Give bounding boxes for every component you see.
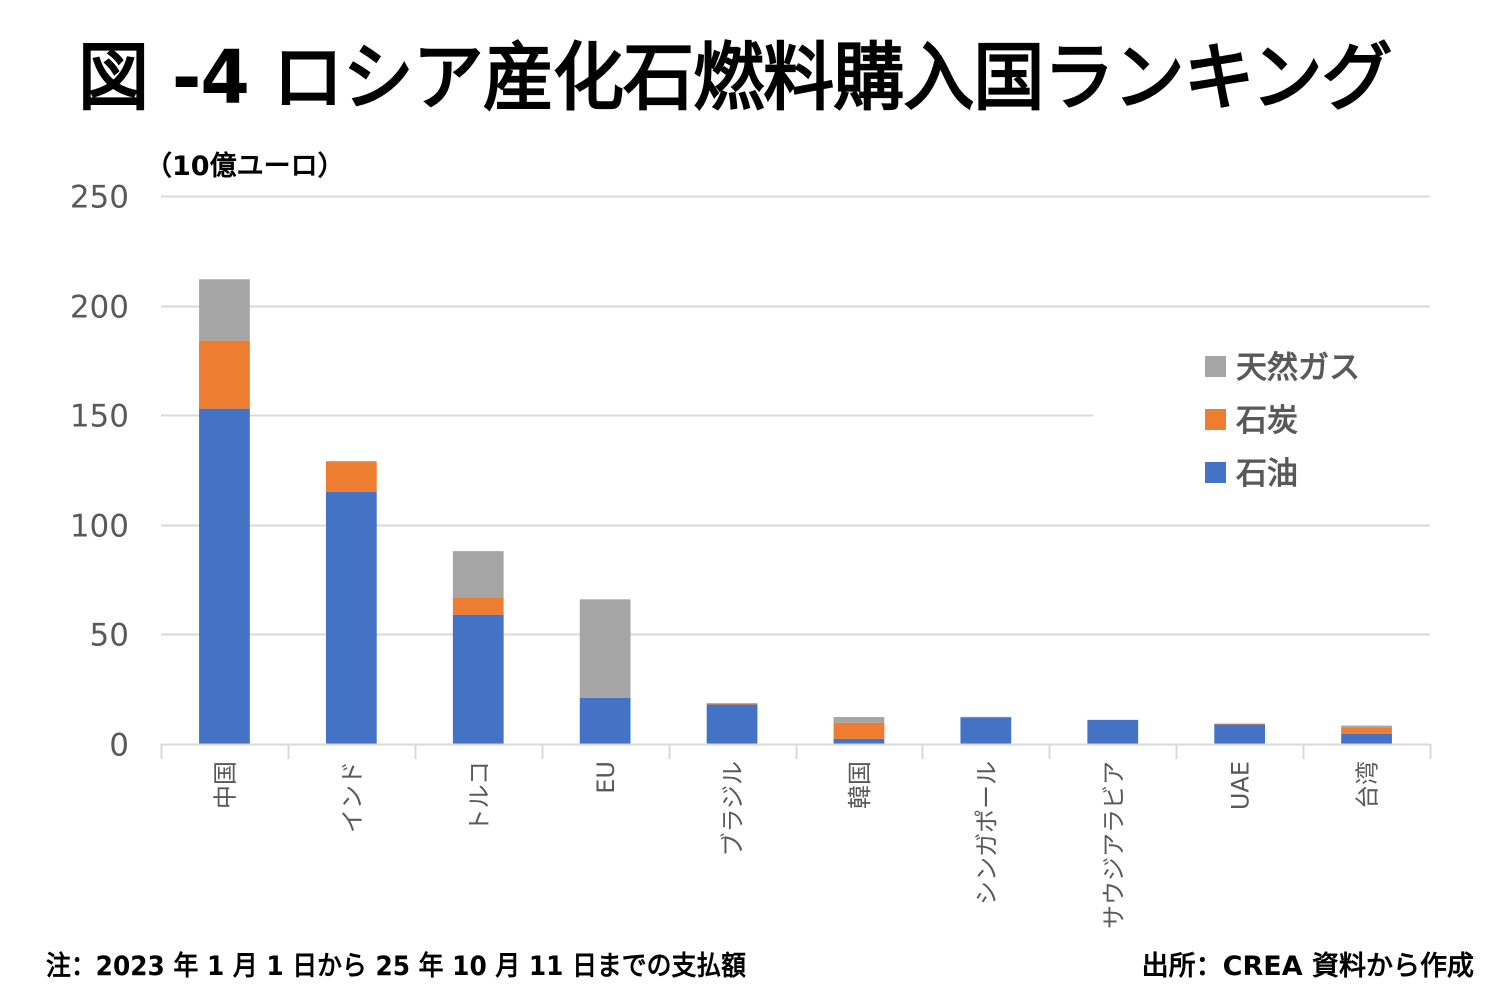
legend-swatch (1205, 462, 1226, 483)
chart-title: 図 -4 ロシア産化石燃料購入国ランキング (78, 35, 1393, 121)
bar-segment-天然ガス (452, 551, 504, 598)
legend-item: 石炭 (1205, 403, 1298, 439)
bar-group-1 (325, 461, 377, 744)
footnote: 注：2023 年 1 月 1 日から 25 年 10 月 11 日までの支払額 (46, 951, 746, 982)
bar-segment-石油 (1214, 724, 1266, 744)
source-note: 出所：CREA 資料から作成 (1141, 951, 1474, 982)
y-tick-label: 150 (70, 399, 129, 435)
bar-segment-石油 (1087, 719, 1139, 744)
x-tick-label: UAE (1227, 761, 1255, 810)
bar-group-8 (1214, 723, 1266, 744)
bar-segment-石炭 (833, 722, 885, 739)
bars (199, 279, 1392, 744)
bar-segment-石炭 (1214, 723, 1266, 725)
bar-segment-石油 (833, 738, 885, 744)
bar-group-3 (579, 599, 631, 744)
bar-segment-天然ガス (579, 599, 631, 698)
y-tick-label: 0 (109, 728, 129, 764)
bar-segment-天然ガス (960, 716, 1012, 718)
x-tick-label: インド (338, 761, 366, 833)
x-tick-label: EU (592, 761, 620, 794)
bar-segment-石油 (579, 697, 631, 744)
bar-segment-石炭 (325, 461, 377, 492)
bar-segment-石炭 (706, 703, 758, 705)
bar-segment-石炭 (199, 340, 250, 409)
bar-segment-天然ガス (199, 279, 250, 341)
legend-swatch (1205, 409, 1226, 430)
bar-segment-石炭 (1341, 727, 1392, 734)
legend-item: 石油 (1205, 456, 1298, 492)
bar-group-4 (706, 703, 758, 744)
y-tick-label: 200 (70, 290, 129, 326)
bar-group-6 (960, 716, 1012, 744)
x-tick-label: 中国 (211, 761, 239, 809)
x-tick-label: トルコ (465, 761, 493, 833)
bar-segment-石油 (199, 408, 250, 744)
legend-label: 石炭 (1235, 403, 1298, 439)
x-tick-label: ブラジル (719, 761, 747, 857)
bar-segment-石炭 (452, 597, 504, 615)
x-axis-ticks: 中国 インド トルコ EU ブラジル 韓国 シンガポール サウジアラビア UAE 台湾 (211, 761, 1381, 929)
legend-item: 天然ガス (1205, 350, 1360, 386)
bar-group-2 (452, 551, 504, 744)
x-tick-label: シンガポール (973, 761, 1001, 905)
bar-group-5 (833, 717, 885, 744)
x-tick-label: 韓国 (846, 761, 874, 809)
bar-segment-天然ガス (833, 717, 885, 723)
bar-segment-天然ガス (1341, 725, 1392, 728)
legend-label: 石油 (1235, 456, 1298, 492)
x-axis (160, 743, 1432, 759)
y-tick-label: 250 (70, 180, 129, 216)
bar-group-7 (1087, 719, 1139, 744)
bar-segment-石油 (1341, 733, 1392, 744)
legend-swatch (1205, 356, 1226, 377)
x-tick-label: サウジアラビア (1100, 761, 1128, 929)
bar-segment-石油 (960, 717, 1012, 744)
bar-group-9 (1341, 725, 1392, 744)
bar-segment-石油 (452, 614, 504, 744)
bar-segment-石油 (325, 491, 377, 744)
bar-group-0 (199, 279, 250, 744)
bar-segment-石油 (706, 704, 758, 744)
y-tick-label: 100 (70, 509, 129, 545)
y-tick-label: 50 (90, 618, 129, 654)
x-tick-label: 台湾 (1354, 761, 1382, 809)
legend-label: 天然ガス (1236, 350, 1360, 386)
y-axis-ticks: 0 50 100 150 200 250 (70, 180, 129, 764)
y-axis-unit-label: （10億ユーロ） (145, 151, 345, 182)
